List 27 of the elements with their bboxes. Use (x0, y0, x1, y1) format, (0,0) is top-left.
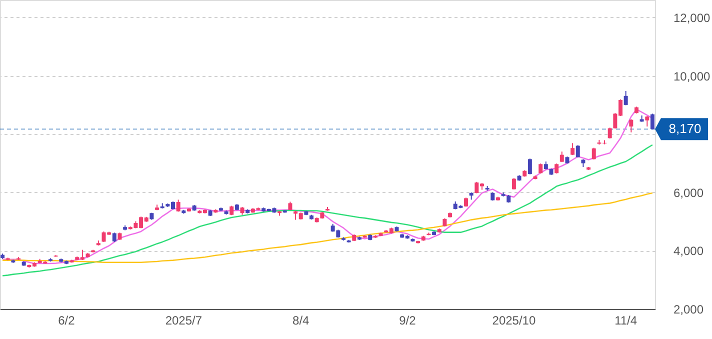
y-tick-label: 12,000 (674, 10, 711, 25)
candlestick (112, 232, 116, 242)
candlestick (554, 163, 559, 174)
candlestick (629, 118, 634, 133)
line-series (2, 108, 654, 264)
ref-line-label: 8,170 (668, 121, 702, 136)
x-tick-label: 2025/10 (492, 314, 536, 328)
candlestick (650, 113, 654, 130)
candlestick (608, 127, 612, 139)
line-series (2, 144, 654, 276)
candlestick (512, 178, 516, 190)
x-tick-label: 11/4 (614, 314, 638, 328)
line-series (2, 192, 654, 264)
y-tick-label: 10,000 (674, 69, 711, 84)
candlestick (645, 116, 650, 128)
x-tick-label: 6/2 (58, 314, 76, 328)
candlestick (576, 144, 580, 158)
candlestick (592, 147, 596, 160)
candlestick (538, 163, 543, 174)
y-tick-label: 2,000 (674, 302, 704, 316)
x-tick-label: 8/4 (292, 314, 310, 328)
x-tick-label: 9/2 (399, 314, 416, 328)
y-tick-label: 6,000 (674, 186, 704, 200)
y-tick-label: 4,000 (674, 244, 704, 258)
candlestick (528, 158, 532, 175)
x-tick-label: 2025/7 (165, 314, 202, 328)
candlestick (624, 90, 628, 106)
